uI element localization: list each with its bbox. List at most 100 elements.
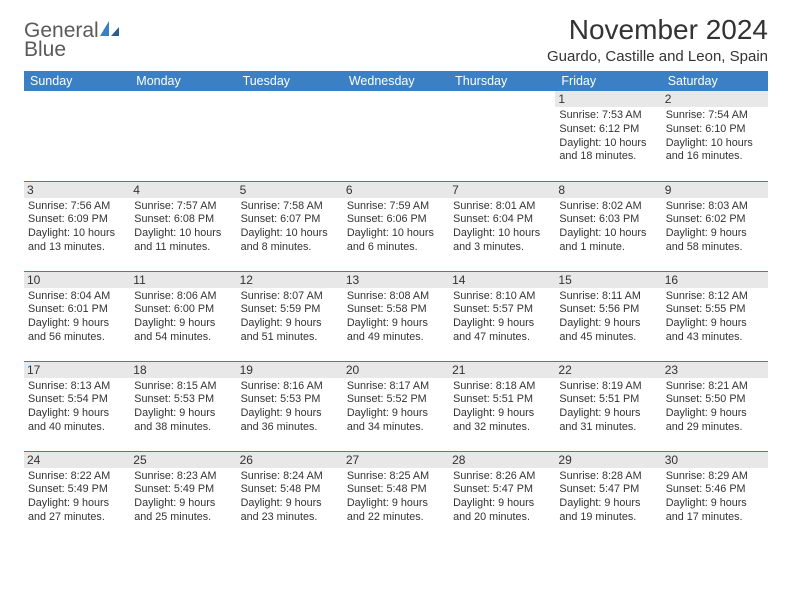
sunrise-text: Sunrise: 8:22 AM bbox=[28, 470, 126, 484]
day-data: Sunrise: 8:16 AMSunset: 5:53 PMDaylight:… bbox=[241, 380, 339, 435]
dayheader-wednesday: Wednesday bbox=[343, 71, 449, 91]
day-data: Sunrise: 7:54 AMSunset: 6:10 PMDaylight:… bbox=[666, 109, 764, 164]
day-number: 23 bbox=[662, 362, 768, 378]
daylight-text: Daylight: 10 hours and 1 minute. bbox=[559, 227, 657, 255]
calendar-week-row: 3 Sunrise: 7:56 AMSunset: 6:09 PMDaylight… bbox=[24, 181, 768, 271]
sunset-text: Sunset: 5:47 PM bbox=[559, 483, 657, 497]
calendar-cell: 1Sunrise: 7:53 AMSunset: 6:12 PMDaylight… bbox=[555, 91, 661, 181]
day-number: 30 bbox=[662, 452, 768, 468]
calendar-cell: 9 Sunrise: 8:03 AMSunset: 6:02 PMDaylight… bbox=[662, 181, 768, 271]
day-number: 3 bbox=[24, 182, 130, 198]
calendar-cell: 4 Sunrise: 7:57 AMSunset: 6:08 PMDaylight… bbox=[130, 181, 236, 271]
day-data: Sunrise: 7:57 AMSunset: 6:08 PMDaylight:… bbox=[134, 200, 232, 255]
location: Guardo, Castille and Leon, Spain bbox=[547, 48, 768, 65]
day-number: 18 bbox=[130, 362, 236, 378]
sunrise-text: Sunrise: 8:10 AM bbox=[453, 290, 551, 304]
calendar-cell: 17Sunrise: 8:13 AMSunset: 5:54 PMDayligh… bbox=[24, 361, 130, 451]
sunset-text: Sunset: 5:55 PM bbox=[666, 303, 764, 317]
calendar-cell bbox=[237, 91, 343, 181]
daylight-text: Daylight: 10 hours and 13 minutes. bbox=[28, 227, 126, 255]
sunset-text: Sunset: 5:53 PM bbox=[241, 393, 339, 407]
sunset-text: Sunset: 5:49 PM bbox=[134, 483, 232, 497]
day-number: 9 bbox=[662, 182, 768, 198]
sunrise-text: Sunrise: 8:06 AM bbox=[134, 290, 232, 304]
sunset-text: Sunset: 5:59 PM bbox=[241, 303, 339, 317]
sunrise-text: Sunrise: 8:28 AM bbox=[559, 470, 657, 484]
day-number: 17 bbox=[24, 362, 130, 378]
day-data: Sunrise: 8:11 AMSunset: 5:56 PMDaylight:… bbox=[559, 290, 657, 345]
day-number: 25 bbox=[130, 452, 236, 468]
calendar-cell: 27 Sunrise: 8:25 AMSunset: 5:48 PMDayligh… bbox=[343, 451, 449, 541]
day-number: 26 bbox=[237, 452, 343, 468]
daylight-text: Daylight: 9 hours and 22 minutes. bbox=[347, 497, 445, 525]
sunrise-text: Sunrise: 7:57 AM bbox=[134, 200, 232, 214]
calendar-week-row: 17Sunrise: 8:13 AMSunset: 5:54 PMDayligh… bbox=[24, 361, 768, 451]
calendar-page: General Blue November 2024 Guardo, Casti… bbox=[0, 0, 792, 551]
sunrise-text: Sunrise: 8:21 AM bbox=[666, 380, 764, 394]
daylight-text: Daylight: 9 hours and 31 minutes. bbox=[559, 407, 657, 435]
sunrise-text: Sunrise: 8:25 AM bbox=[347, 470, 445, 484]
calendar-cell: 24Sunrise: 8:22 AMSunset: 5:49 PMDayligh… bbox=[24, 451, 130, 541]
day-data: Sunrise: 8:23 AMSunset: 5:49 PMDaylight:… bbox=[134, 470, 232, 525]
calendar-cell: 22Sunrise: 8:19 AMSunset: 5:51 PMDayligh… bbox=[555, 361, 661, 451]
daylight-text: Daylight: 9 hours and 32 minutes. bbox=[453, 407, 551, 435]
sunset-text: Sunset: 5:48 PM bbox=[347, 483, 445, 497]
calendar-cell bbox=[24, 91, 130, 181]
daylight-text: Daylight: 9 hours and 49 minutes. bbox=[347, 317, 445, 345]
calendar-cell: 14Sunrise: 8:10 AMSunset: 5:57 PMDayligh… bbox=[449, 271, 555, 361]
daylight-text: Daylight: 9 hours and 43 minutes. bbox=[666, 317, 764, 345]
daylight-text: Daylight: 10 hours and 11 minutes. bbox=[134, 227, 232, 255]
dayheader-saturday: Saturday bbox=[662, 71, 768, 91]
daylight-text: Daylight: 9 hours and 29 minutes. bbox=[666, 407, 764, 435]
daylight-text: Daylight: 9 hours and 38 minutes. bbox=[134, 407, 232, 435]
sunset-text: Sunset: 5:53 PM bbox=[134, 393, 232, 407]
sunset-text: Sunset: 6:10 PM bbox=[666, 123, 764, 137]
calendar-cell bbox=[449, 91, 555, 181]
day-number: 5 bbox=[237, 182, 343, 198]
sunset-text: Sunset: 6:06 PM bbox=[347, 213, 445, 227]
calendar-cell: 6Sunrise: 7:59 AMSunset: 6:06 PMDaylight… bbox=[343, 181, 449, 271]
sunrise-text: Sunrise: 7:58 AM bbox=[241, 200, 339, 214]
calendar-cell: 19Sunrise: 8:16 AMSunset: 5:53 PMDayligh… bbox=[237, 361, 343, 451]
day-number: 13 bbox=[343, 272, 449, 288]
calendar-cell: 20Sunrise: 8:17 AMSunset: 5:52 PMDayligh… bbox=[343, 361, 449, 451]
day-number: 6 bbox=[343, 182, 449, 198]
sunrise-text: Sunrise: 8:24 AM bbox=[241, 470, 339, 484]
sunset-text: Sunset: 5:56 PM bbox=[559, 303, 657, 317]
calendar-cell: 3 Sunrise: 7:56 AMSunset: 6:09 PMDaylight… bbox=[24, 181, 130, 271]
calendar-cell bbox=[343, 91, 449, 181]
calendar-cell bbox=[130, 91, 236, 181]
sunrise-text: Sunrise: 8:02 AM bbox=[559, 200, 657, 214]
daylight-text: Daylight: 9 hours and 51 minutes. bbox=[241, 317, 339, 345]
sunset-text: Sunset: 6:08 PM bbox=[134, 213, 232, 227]
day-number: 28 bbox=[449, 452, 555, 468]
calendar-table: Sunday Monday Tuesday Wednesday Thursday… bbox=[24, 71, 768, 541]
day-number: 24 bbox=[24, 452, 130, 468]
month-title: November 2024 bbox=[547, 14, 768, 46]
calendar-header-row: Sunday Monday Tuesday Wednesday Thursday… bbox=[24, 71, 768, 91]
sunrise-text: Sunrise: 8:12 AM bbox=[666, 290, 764, 304]
day-number: 14 bbox=[449, 272, 555, 288]
day-data: Sunrise: 8:15 AMSunset: 5:53 PMDaylight:… bbox=[134, 380, 232, 435]
day-data: Sunrise: 8:21 AMSunset: 5:50 PMDaylight:… bbox=[666, 380, 764, 435]
daylight-text: Daylight: 9 hours and 19 minutes. bbox=[559, 497, 657, 525]
calendar-cell: 12Sunrise: 8:07 AMSunset: 5:59 PMDayligh… bbox=[237, 271, 343, 361]
day-number: 1 bbox=[555, 91, 661, 107]
sunrise-text: Sunrise: 8:04 AM bbox=[28, 290, 126, 304]
calendar-cell: 18 Sunrise: 8:15 AMSunset: 5:53 PMDayligh… bbox=[130, 361, 236, 451]
calendar-week-row: 10Sunrise: 8:04 AMSunset: 6:01 PMDayligh… bbox=[24, 271, 768, 361]
calendar-cell: 21Sunrise: 8:18 AMSunset: 5:51 PMDayligh… bbox=[449, 361, 555, 451]
sunrise-text: Sunrise: 7:59 AM bbox=[347, 200, 445, 214]
day-data: Sunrise: 7:56 AMSunset: 6:09 PMDaylight:… bbox=[28, 200, 126, 255]
sunrise-text: Sunrise: 8:15 AM bbox=[134, 380, 232, 394]
day-number: 4 bbox=[130, 182, 236, 198]
daylight-text: Daylight: 9 hours and 23 minutes. bbox=[241, 497, 339, 525]
sunset-text: Sunset: 5:54 PM bbox=[28, 393, 126, 407]
day-number: 27 bbox=[343, 452, 449, 468]
logo-sail-icon bbox=[100, 21, 120, 42]
day-number: 7 bbox=[449, 182, 555, 198]
daylight-text: Daylight: 9 hours and 56 minutes. bbox=[28, 317, 126, 345]
calendar-cell: 26Sunrise: 8:24 AMSunset: 5:48 PMDayligh… bbox=[237, 451, 343, 541]
day-data: Sunrise: 8:03 AMSunset: 6:02 PMDaylight:… bbox=[666, 200, 764, 255]
calendar-cell: 2Sunrise: 7:54 AMSunset: 6:10 PMDaylight… bbox=[662, 91, 768, 181]
